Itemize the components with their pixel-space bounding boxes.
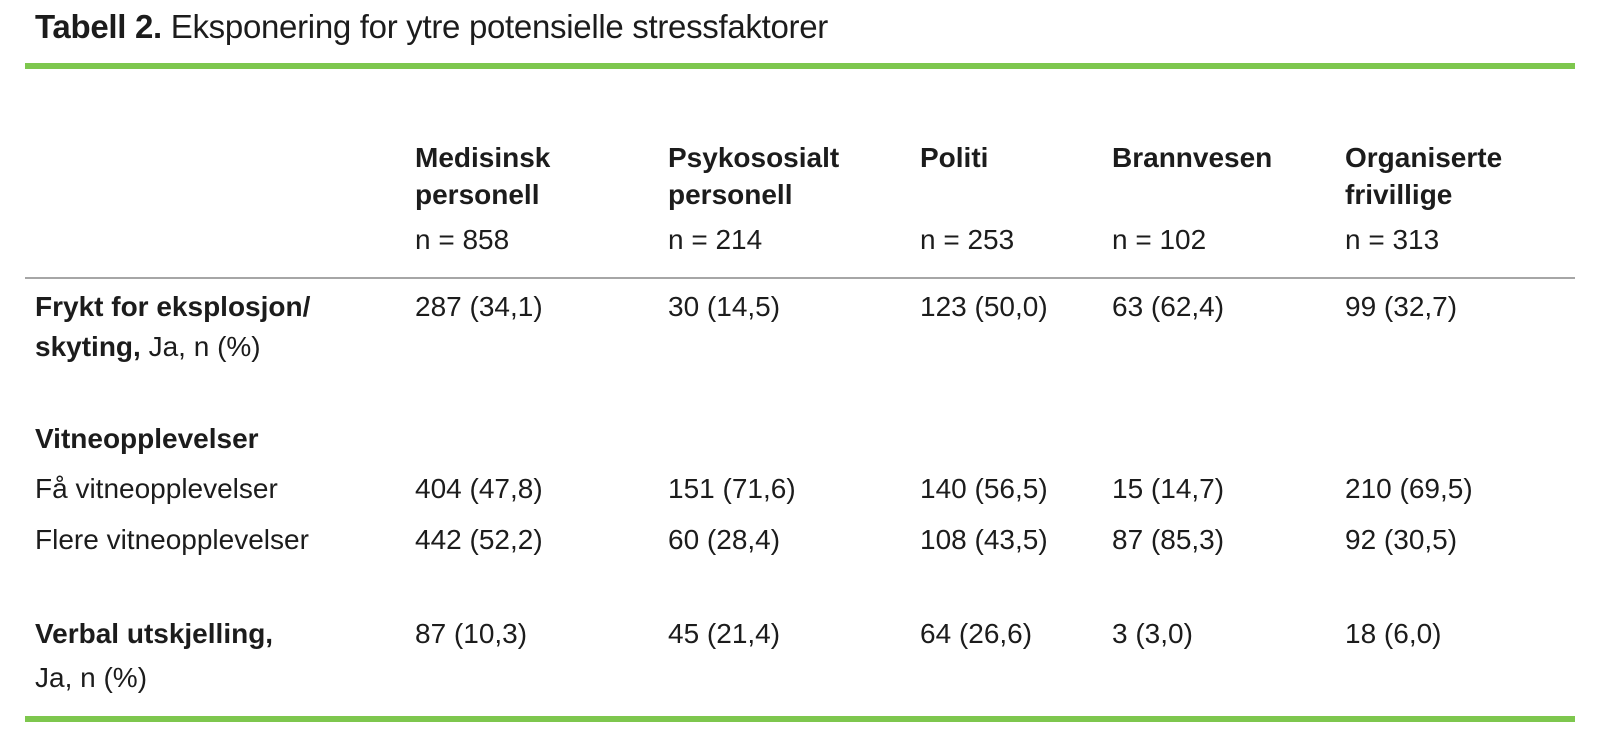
value-cell: 442 (52,2)	[415, 524, 543, 556]
n-count-politi: n = 253	[920, 224, 1015, 256]
row-label-verbal: Verbal utskjelling, Ja, n (%)	[35, 618, 274, 694]
table-row-fa-vitneopplevelser: Få vitneopplevelser 404 (47,8) 151 (71,6…	[25, 473, 1575, 505]
value-cell: 87 (10,3)	[415, 618, 528, 650]
value-cell: 210 (69,5)	[1345, 473, 1473, 505]
row-label-flere: Flere vitneopplevelser	[35, 524, 309, 556]
header-empty-cell	[25, 139, 415, 213]
table-title-number: Tabell 2.	[35, 8, 162, 45]
table-title-text: Eksponering for ytre potensielle stressf…	[161, 8, 829, 45]
value-cell: 3 (3,0)	[1112, 618, 1193, 650]
section-header-label: Vitneopplevelser	[35, 423, 259, 455]
column-header-politi: Politi	[920, 142, 989, 174]
value-cell: 64 (26,6)	[920, 618, 1033, 650]
value-cell: 15 (14,7)	[1112, 473, 1225, 505]
row-label-fa: Få vitneopplevelser	[35, 473, 278, 505]
value-cell: 99 (32,7)	[1345, 291, 1458, 323]
value-cell: 60 (28,4)	[668, 524, 781, 556]
column-header-psykososialt: Psykososialt personell	[668, 142, 840, 211]
table-row-flere-vitneopplevelser: Flere vitneopplevelser 442 (52,2) 60 (28…	[25, 524, 1575, 556]
header-n-row: n = 858 n = 214 n = 253 n = 102 n = 313	[25, 225, 1575, 255]
value-cell: 92 (30,5)	[1345, 524, 1458, 556]
table-row-frykt: Frykt for eksplosjon/ skyting, Ja, n (%)…	[25, 287, 1575, 367]
n-count-medisinsk: n = 858	[415, 224, 510, 256]
value-cell: 151 (71,6)	[668, 473, 796, 505]
top-accent-rule	[25, 63, 1575, 70]
value-cell: 18 (6,0)	[1345, 618, 1442, 650]
row-label-frykt: Frykt for eksplosjon/ skyting, Ja, n (%)	[35, 291, 311, 363]
table-container: Tabell 2. Eksponering for ytre potensiel…	[25, 0, 1575, 700]
header-separator-rule	[25, 277, 1575, 280]
column-header-medisinsk: Medisinsk personell	[415, 142, 551, 211]
value-cell: 123 (50,0)	[920, 291, 1048, 323]
n-count-psykososialt: n = 214	[668, 224, 763, 256]
value-cell: 30 (14,5)	[668, 291, 781, 323]
value-cell: 140 (56,5)	[920, 473, 1048, 505]
bottom-accent-rule	[25, 716, 1575, 722]
value-cell: 108 (43,5)	[920, 524, 1048, 556]
n-count-brannvesen: n = 102	[1112, 224, 1207, 256]
table-title: Tabell 2. Eksponering for ytre potensiel…	[35, 0, 1575, 47]
n-count-organiserte: n = 313	[1345, 224, 1440, 256]
value-cell: 63 (62,4)	[1112, 291, 1225, 323]
value-cell: 87 (85,3)	[1112, 524, 1225, 556]
value-cell: 404 (47,8)	[415, 473, 543, 505]
section-header-vitneopplevelser: Vitneopplevelser	[25, 423, 1575, 455]
column-header-organiserte: Organiserte frivillige	[1345, 142, 1503, 211]
value-cell: 287 (34,1)	[415, 291, 543, 323]
column-header-brannvesen: Brannvesen	[1112, 142, 1273, 174]
header-row: Medisinsk personell Psykososialt persone…	[25, 139, 1575, 213]
table-row-verbal-utskjelling: Verbal utskjelling, Ja, n (%) 87 (10,3) …	[25, 612, 1575, 700]
value-cell: 45 (21,4)	[668, 618, 781, 650]
